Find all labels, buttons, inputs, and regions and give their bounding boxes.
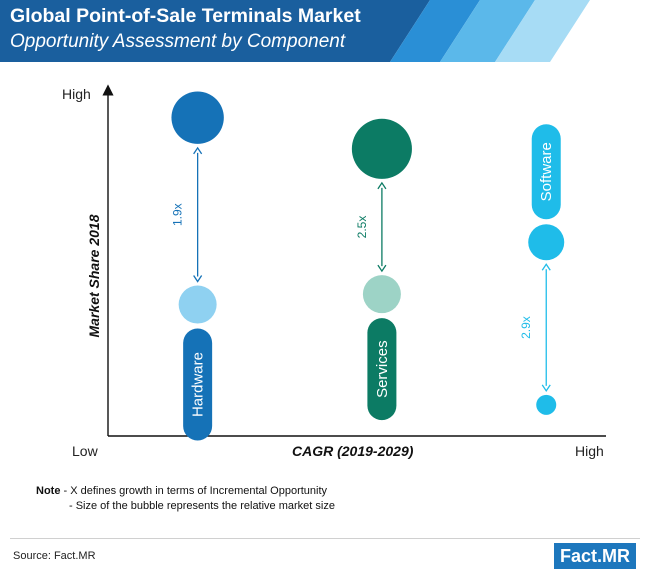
header-stripe-2 <box>440 0 535 62</box>
chart-notes: Note - X defines growth in terms of Incr… <box>36 484 335 514</box>
software-target-bubble <box>528 224 565 261</box>
note-label: Note <box>36 485 61 497</box>
x-tick-label-low: Low <box>72 443 98 459</box>
header-banner: Global Point-of-Sale Terminals Market Op… <box>0 0 650 62</box>
note-line-1: - X defines growth in terms of Increment… <box>63 485 328 497</box>
services-multiplier-label: 2.5x <box>355 216 369 239</box>
bubble-chart: 1.9x Hardware 2.5x Services 2.9x Software <box>102 84 606 441</box>
y-axis-title: Market Share 2018 <box>86 214 102 338</box>
header-stripe-3 <box>495 0 590 62</box>
hardware-series-label: Hardware <box>190 352 207 417</box>
hardware-arrow-head-top <box>193 146 203 155</box>
software-series-label: Software <box>538 142 555 201</box>
note-line-2: - Size of the bubble represents the rela… <box>69 500 335 512</box>
software-multiplier-label: 2.9x <box>519 316 533 339</box>
hardware-current-bubble <box>178 285 217 324</box>
software-label-pill <box>531 124 561 220</box>
source-text: Source: Fact.MR <box>13 550 96 562</box>
software-current-bubble <box>536 394 557 415</box>
services-arrow-head-top <box>377 181 387 190</box>
services-arrow-head-bottom <box>377 264 387 273</box>
hardware-label-pill <box>183 328 213 441</box>
chart-title: Global Point-of-Sale Terminals Market <box>10 5 361 27</box>
header-stripe-1 <box>390 0 480 62</box>
software-arrow-head-bottom <box>541 384 551 393</box>
factmr-logo: Fact.MR <box>553 543 636 569</box>
x-tick-label-high: High <box>575 443 604 459</box>
header-background <box>0 0 590 62</box>
chart-marks: 1.9x Hardware 2.5x Services 2.9x Software <box>171 91 565 441</box>
services-label-pill <box>367 318 397 421</box>
hardware-multiplier-label: 1.9x <box>171 203 185 226</box>
services-target-bubble <box>351 118 412 179</box>
x-axis-title: CAGR (2019-2029) <box>292 443 414 459</box>
hardware-arrow-head-bottom <box>193 275 203 283</box>
header-main-band <box>0 0 430 62</box>
services-current-bubble <box>362 275 401 314</box>
chart-subtitle: Opportunity Assessment by Component <box>10 31 346 52</box>
services-series-label: Services <box>374 340 391 398</box>
hardware-target-bubble <box>171 91 224 144</box>
software-arrow-head-top <box>541 263 551 271</box>
footer-divider <box>10 538 640 539</box>
y-tick-label-high: High <box>62 86 91 102</box>
